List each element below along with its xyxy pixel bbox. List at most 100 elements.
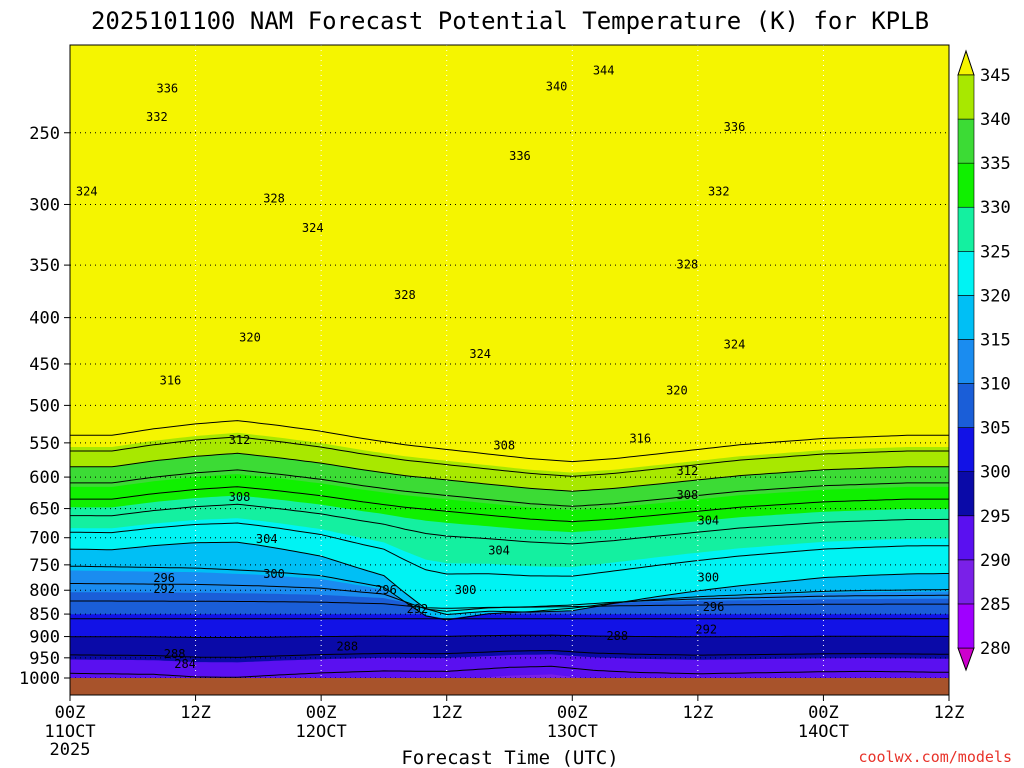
contour-label-text: 328 [677,257,699,271]
contour-label: 304 [256,532,278,546]
contour-label-text: 316 [629,431,651,445]
contour-label: 336 [724,120,746,134]
y-axis: 250 300 350 400 450 500 550 600 650 700 750 800 850 9… [19,124,70,689]
colorbar-label: 300 [980,463,1011,483]
source-credit[interactable]: coolwx.com/models [858,748,1012,766]
contour-label: 292 [153,582,175,596]
contour-340 [70,452,949,492]
contour-292 [70,665,949,678]
colorbar-swatch [957,339,975,384]
contour-label: 316 [160,374,182,388]
contour-label: 328 [263,191,285,205]
contour-label: 300 [697,571,719,585]
contour-316 [70,565,949,621]
colorbar-label: 305 [980,419,1011,439]
colorbar-label: 325 [980,242,1011,262]
y-tick-label: 750 [29,556,60,576]
colorbar-swatch [957,427,975,472]
contour-label: 300 [455,583,477,597]
contour-label-text: 304 [256,532,278,546]
contour-label: 332 [146,110,168,124]
contour-label: 308 [677,488,699,502]
colorbar-label: 335 [980,154,1011,174]
theta-band-345 [70,45,949,678]
contour-label-text: 324 [724,338,746,352]
contour-label-text: 284 [174,657,196,671]
x-tick-label: 12Z [431,703,462,723]
contour-320 [70,541,949,616]
x-tick-date: 11OCT [44,722,95,742]
contour-label: 324 [724,338,746,352]
colorbar-label: 320 [980,286,1011,306]
contour-296 [70,649,949,658]
chart-title: 2025101100 NAM Forecast Potential Temper… [91,7,929,35]
x-axis-label: Forecast Time (UTC) [401,747,618,768]
contour-300 [70,634,949,638]
contour-label: 300 [263,567,285,581]
contour-labels: 344 340 336 336 336 332 332 328 328 328 324 324 324 3… [76,63,746,671]
y-tick-label: 400 [29,309,60,329]
colorbar-swatch [957,383,975,428]
contour-label: 296 [703,600,725,614]
contour-label: 312 [229,433,251,447]
contour-label: 316 [629,431,651,445]
colorbar-swatch [957,295,975,340]
contour-label-text: 320 [666,384,688,398]
contour-label-text: 316 [160,374,182,388]
contour-label: 320 [666,384,688,398]
y-tick-label: 550 [29,434,60,454]
y-tick-label: 650 [29,500,60,520]
colorbar-swatch [957,206,975,252]
contour-label-text: 312 [229,433,251,447]
contour-label-text: 292 [153,582,175,596]
contour-label-text: 296 [153,571,175,585]
contour-label-text: 336 [156,81,178,95]
contour-label-text: 300 [455,583,477,597]
colorbar-top-arrow [957,49,975,76]
contour-label-text: 340 [546,80,568,94]
contour-label: 328 [677,257,699,271]
contour-label: 288 [336,640,358,654]
contour-label: 284 [174,657,196,671]
contour-label-text: 324 [76,185,98,199]
contour-label-text: 332 [708,185,730,199]
colorbar-label: 330 [980,198,1011,218]
contour-label-text: 344 [593,63,615,77]
colorbar-swatch [957,603,975,649]
contour-label: 308 [493,439,515,453]
contour-label: 340 [546,80,568,94]
x-tick-label: 12Z [180,703,211,723]
contour-label-text: 292 [695,623,717,637]
colorbar-label: 345 [980,66,1011,86]
x-tick-label: 12Z [934,703,965,723]
y-tick-label: 850 [29,605,60,625]
plot-frame [69,44,950,696]
x-tick-label: 00Z [808,703,839,723]
contour-label: 344 [593,63,615,77]
y-tick-label: 1000 [19,669,60,689]
contour-344 [70,436,949,477]
contour-label: 332 [708,185,730,199]
colorbar-label: 315 [980,330,1011,350]
colorbar-swatch [957,74,975,120]
contour-label-text: 328 [263,191,285,205]
contour-label: 328 [394,288,416,302]
contour-label: 324 [469,347,491,361]
contour-label-text: 308 [229,490,251,504]
contour-label-text: 288 [606,629,628,643]
contour-label-text: 312 [677,464,699,478]
contour-label-text: 324 [302,221,324,235]
contour-label-text: 300 [697,571,719,585]
contour-label: 324 [76,185,98,199]
y-tick-label: 700 [29,529,60,549]
x-tick-date: 14OCT [798,722,849,742]
contour-label: 312 [677,464,699,478]
y-tick-label: 600 [29,468,60,488]
y-tick-label: 300 [29,195,60,215]
contour-label-text: 324 [469,347,491,361]
ground-layer [70,678,949,695]
contour-label: 336 [509,149,531,163]
contour-label-text: 288 [164,647,186,661]
x-tick-label: 00Z [306,703,337,723]
